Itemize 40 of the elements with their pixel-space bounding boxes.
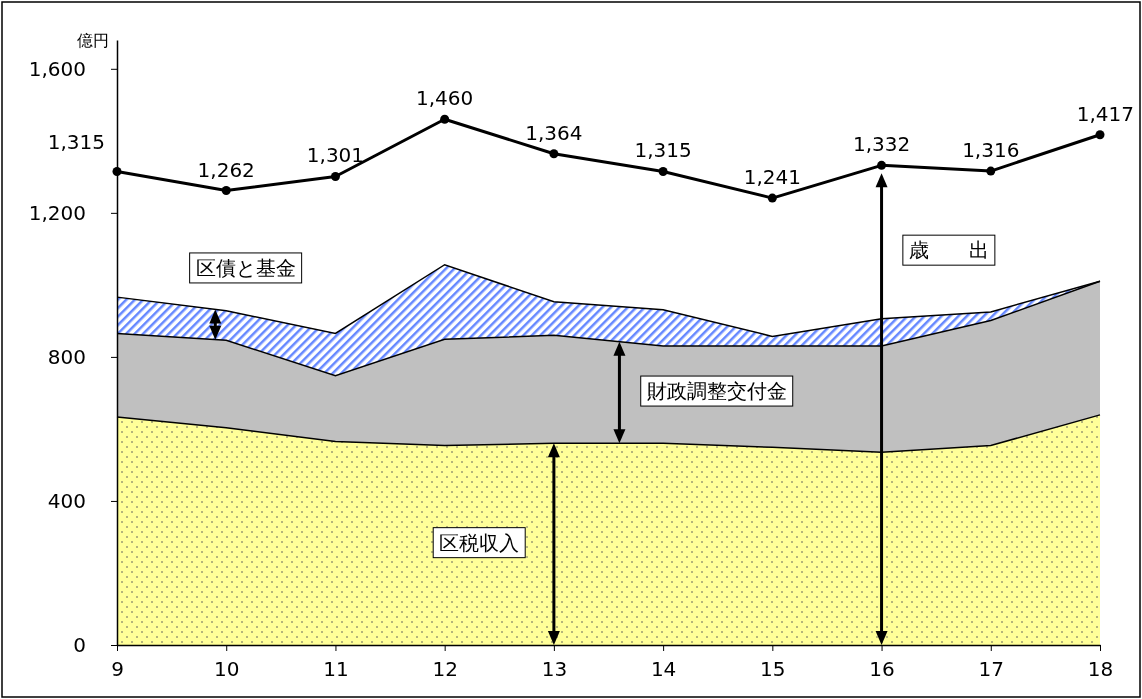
x-tick-label: 13: [541, 657, 568, 681]
data-label: 1,315: [47, 130, 105, 155]
x-tick-label: 11: [323, 657, 349, 681]
text: 歳 出: [908, 238, 989, 263]
y-tick-label: 0: [73, 632, 86, 657]
x-tick-label: 16: [869, 657, 895, 681]
x-tick-label: 12: [432, 657, 458, 681]
series-label: 区債と基金: [195, 255, 296, 280]
x-tick-label: 17: [978, 657, 1004, 681]
data-label: 1,332: [852, 132, 911, 157]
y-axis-title: 億円: [77, 31, 109, 50]
point: [767, 193, 777, 203]
y-tick-label: 400: [47, 488, 86, 513]
series-label: 財政調整交付金: [646, 379, 787, 404]
data-label: 1,301: [306, 143, 365, 168]
series-label: 区税収入: [439, 530, 520, 555]
data-label: 1,241: [743, 165, 801, 190]
y-tick-label: 1,200: [28, 200, 86, 225]
y-tick-label: 1,600: [28, 56, 86, 81]
data-label: 1,364: [525, 120, 583, 145]
x-tick-label: 9: [111, 657, 124, 681]
point: [221, 186, 231, 196]
data-label: 1,417: [1076, 101, 1134, 126]
point: [1095, 130, 1105, 140]
data-label: 1,262: [197, 157, 255, 182]
point: [112, 166, 122, 176]
x-tick-label: 15: [760, 657, 786, 681]
x-tick-label: 18: [1087, 657, 1114, 681]
point: [440, 114, 450, 124]
point: [658, 166, 668, 176]
data-label: 1,316: [962, 138, 1020, 163]
y-tick-label: 800: [47, 344, 86, 369]
x-tick-label: 14: [650, 657, 677, 681]
data-label: 1,460: [416, 86, 474, 111]
point: [549, 149, 559, 159]
point: [986, 166, 996, 176]
point: [330, 171, 340, 181]
point: [877, 160, 887, 170]
x-tick-label: 10: [214, 657, 240, 681]
data-label: 1,315: [634, 138, 692, 163]
